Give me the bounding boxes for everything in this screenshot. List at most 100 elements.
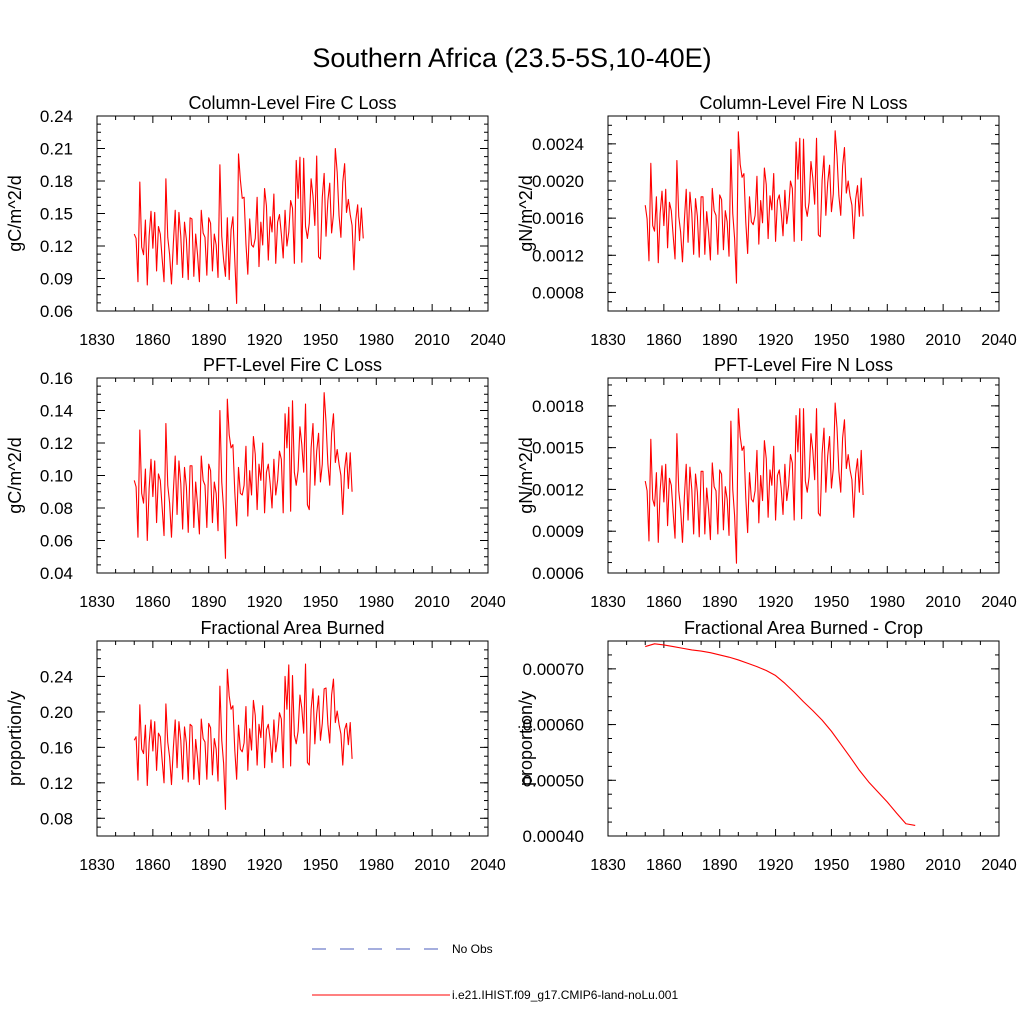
- y-axis-label: gC/m^2/d: [5, 175, 25, 251]
- x-tick-label: 1890: [702, 857, 738, 874]
- y-tick-label: 0.15: [40, 205, 73, 224]
- plot-frame: [607, 115, 1000, 312]
- x-tick-label: 1860: [135, 857, 171, 874]
- x-tick-label: 1830: [79, 857, 115, 874]
- data-series-line: [133, 147, 364, 304]
- y-tick-label: 0.0018: [532, 397, 584, 416]
- y-tick-label: 0.06: [40, 302, 73, 321]
- x-tick-label: 1830: [590, 857, 626, 874]
- y-tick-label: 0.00050: [523, 771, 584, 790]
- x-tick-label: 2010: [414, 332, 450, 349]
- panel-title: Fractional Area Burned - Crop: [684, 618, 923, 638]
- x-tick-label: 1860: [646, 857, 682, 874]
- x-tick-label: 2010: [414, 594, 450, 611]
- x-tick-label: 1860: [135, 332, 171, 349]
- panels-group: Column-Level Fire C Loss gC/m^2/d 1830 1860…: [5, 93, 1017, 874]
- y-tick-label: 0.0024: [532, 135, 584, 154]
- y-axis-label: gN/m^2/d: [516, 175, 536, 251]
- y-tick-label: 0.24: [40, 667, 73, 686]
- plot-frame: [607, 377, 1000, 574]
- chart-panel-1: Column-Level Fire C Loss gC/m^2/d 1830 1860…: [5, 93, 506, 349]
- panel-title: PFT-Level Fire N Loss: [714, 355, 893, 375]
- chart-panel-2: Column-Level Fire N Loss gN/m^2/d 1830 1860…: [516, 93, 1017, 349]
- legend-label-model: i.e21.IHIST.f09_g17.CMIP6-land-noLu.001: [452, 988, 678, 1002]
- y-tick-label: 0.24: [40, 107, 73, 126]
- data-series-line: [644, 130, 864, 284]
- y-tick-label: 0.09: [40, 270, 73, 289]
- panel-title: PFT-Level Fire C Loss: [203, 355, 382, 375]
- y-tick-label: 0.0006: [532, 564, 584, 583]
- y-axis-label: gC/m^2/d: [5, 437, 25, 513]
- legend-label-no-obs: No Obs: [452, 942, 493, 956]
- x-tick-label: 2040: [470, 332, 506, 349]
- x-tick-label: 1890: [702, 594, 738, 611]
- panel-title: Column-Level Fire C Loss: [188, 93, 396, 113]
- x-tick-label: 1920: [247, 332, 283, 349]
- data-series-line: [133, 663, 353, 810]
- chart-panel-5: Fractional Area Burned proportion/y 1830 18…: [5, 618, 506, 874]
- y-tick-label: 0.12: [40, 434, 73, 453]
- x-tick-label: 1950: [814, 594, 850, 611]
- y-tick-label: 0.0016: [532, 209, 584, 228]
- y-tick-label: 0.04: [40, 564, 73, 583]
- x-tick-label: 1980: [358, 332, 394, 349]
- y-tick-label: 0.14: [40, 402, 73, 421]
- x-tick-label: 1830: [79, 332, 115, 349]
- x-tick-label: 2010: [925, 332, 961, 349]
- y-tick-label: 0.00070: [523, 660, 584, 679]
- y-tick-label: 0.18: [40, 172, 73, 191]
- x-tick-label: 1920: [758, 857, 794, 874]
- y-tick-label: 0.12: [40, 774, 73, 793]
- x-tick-label: 1920: [247, 594, 283, 611]
- x-tick-label: 1890: [191, 857, 227, 874]
- y-tick-label: 0.08: [40, 499, 73, 518]
- y-tick-label: 0.20: [40, 703, 73, 722]
- x-tick-label: 1980: [869, 594, 905, 611]
- y-tick-label: 0.06: [40, 532, 73, 551]
- x-tick-label: 2010: [414, 857, 450, 874]
- x-tick-label: 1980: [358, 857, 394, 874]
- y-tick-label: 0.12: [40, 237, 73, 256]
- x-tick-label: 1950: [814, 332, 850, 349]
- y-axis-label: proportion/y: [516, 691, 536, 786]
- x-tick-label: 2040: [981, 857, 1017, 874]
- y-tick-label: 0.0012: [532, 480, 584, 499]
- legend: No Obs i.e21.IHIST.f09_g17.CMIP6-land-no…: [312, 942, 678, 1002]
- y-tick-label: 0.16: [40, 369, 73, 388]
- x-tick-label: 1980: [869, 857, 905, 874]
- x-tick-label: 1860: [135, 594, 171, 611]
- x-tick-label: 1830: [590, 594, 626, 611]
- panel-title: Column-Level Fire N Loss: [699, 93, 907, 113]
- x-tick-label: 1920: [758, 594, 794, 611]
- x-tick-label: 2040: [981, 594, 1017, 611]
- y-tick-label: 0.21: [40, 140, 73, 159]
- y-tick-label: 0.0015: [532, 439, 584, 458]
- y-tick-label: 0.0012: [532, 246, 584, 265]
- x-tick-label: 1830: [79, 594, 115, 611]
- x-tick-label: 1860: [646, 332, 682, 349]
- y-tick-label: 0.0008: [532, 283, 584, 302]
- y-tick-label: 0.0020: [532, 172, 584, 191]
- figure-title: Southern Africa (23.5-5S,10-40E): [312, 43, 711, 73]
- x-tick-label: 2040: [981, 332, 1017, 349]
- x-tick-label: 1950: [303, 594, 339, 611]
- x-tick-label: 1890: [191, 594, 227, 611]
- y-tick-label: 0.16: [40, 738, 73, 757]
- x-tick-label: 1830: [590, 332, 626, 349]
- x-tick-label: 1890: [191, 332, 227, 349]
- x-tick-label: 1920: [247, 857, 283, 874]
- x-tick-label: 1890: [702, 332, 738, 349]
- chart-panel-3: PFT-Level Fire C Loss gC/m^2/d 1830 1860 189…: [5, 355, 506, 611]
- x-tick-label: 2010: [925, 594, 961, 611]
- x-tick-label: 2010: [925, 857, 961, 874]
- x-tick-label: 1920: [758, 332, 794, 349]
- y-axis-label: proportion/y: [5, 691, 25, 786]
- x-tick-label: 2040: [470, 857, 506, 874]
- y-tick-label: 0.00060: [523, 716, 584, 735]
- x-tick-label: 1860: [646, 594, 682, 611]
- panel-title: Fractional Area Burned: [200, 618, 384, 638]
- chart-panel-4: PFT-Level Fire N Loss gN/m^2/d 1830 1860 189…: [516, 355, 1017, 611]
- y-tick-label: 0.00040: [523, 827, 584, 846]
- chart-panel-6: Fractional Area Burned - Crop proportion/…: [516, 618, 1017, 874]
